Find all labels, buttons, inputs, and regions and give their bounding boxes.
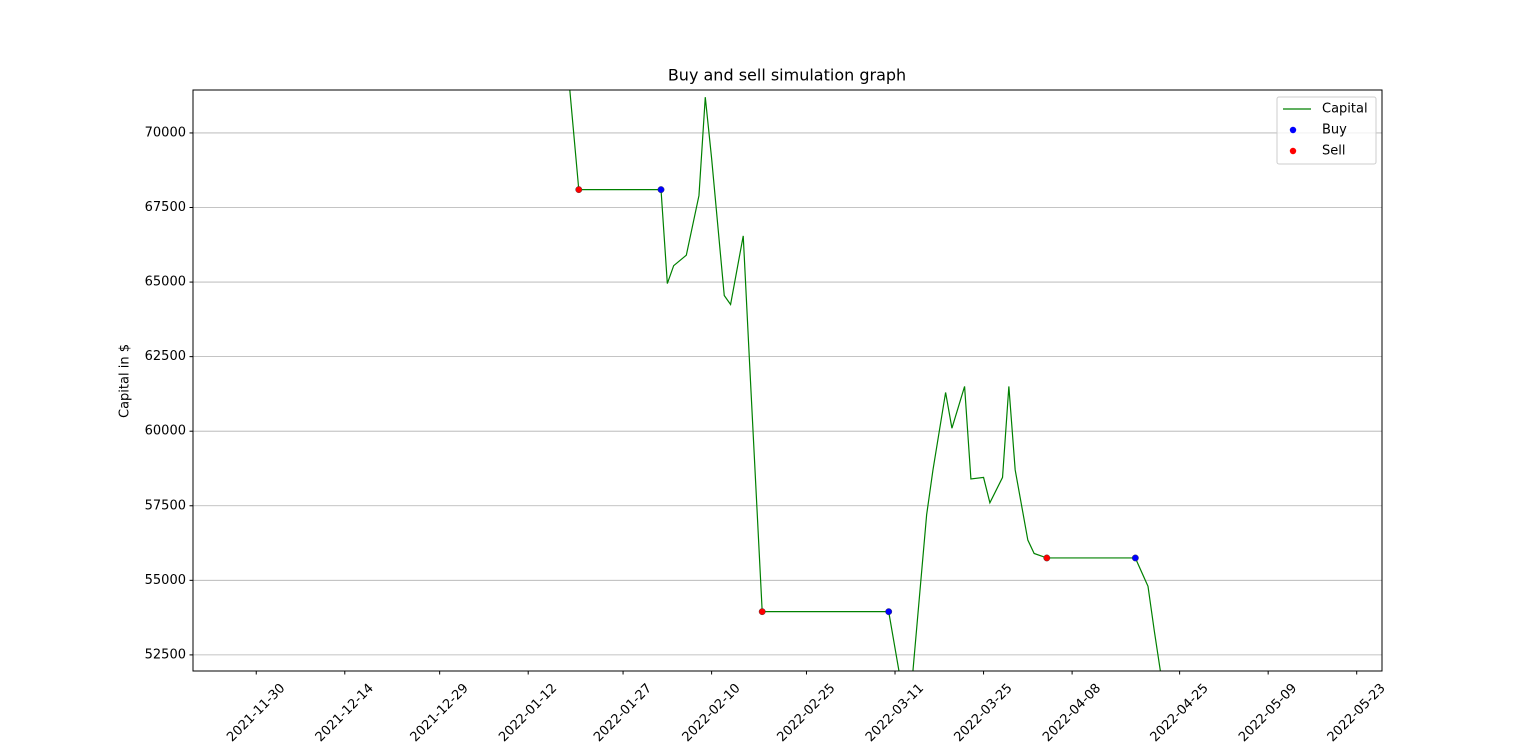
y-axis-label: Capital in $ xyxy=(118,344,133,418)
legend-label: Capital xyxy=(1322,102,1368,117)
axes-frame xyxy=(192,89,1383,672)
y-tick-label: 67500 xyxy=(145,200,186,215)
legend-box xyxy=(1276,96,1377,165)
legend-swatch xyxy=(1289,126,1297,134)
capital-line xyxy=(569,90,1161,671)
y-tick-label: 55000 xyxy=(145,573,186,588)
y-tick-label: 57500 xyxy=(145,498,186,513)
trade-marker xyxy=(885,608,893,616)
trade-marker xyxy=(1131,554,1139,562)
y-tick-label: 62500 xyxy=(145,349,186,364)
y-tick-label: 65000 xyxy=(145,275,186,290)
plot-area xyxy=(569,90,1161,671)
trade-marker xyxy=(1043,554,1051,562)
y-tick-label: 70000 xyxy=(145,125,186,140)
legend-label: Buy xyxy=(1322,123,1347,138)
y-tick-label: 52500 xyxy=(145,647,186,662)
chart-title: Buy and sell simulation graph xyxy=(668,66,906,85)
trade-marker xyxy=(657,186,665,194)
trade-marker xyxy=(575,186,583,194)
legend-label: Sell xyxy=(1322,144,1345,159)
legend: Capital Buy Sell xyxy=(1276,96,1377,165)
trade-marker xyxy=(758,608,766,616)
y-tick-label: 60000 xyxy=(145,424,186,439)
grid xyxy=(193,132,1382,656)
legend-swatch xyxy=(1289,147,1297,155)
